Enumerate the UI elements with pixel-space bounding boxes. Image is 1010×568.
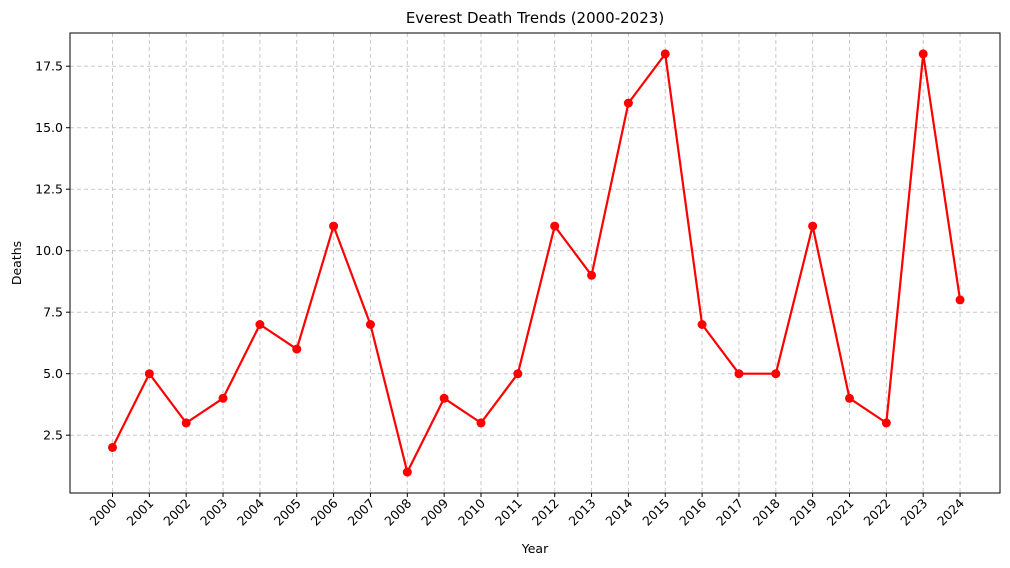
- x-tick-label: 2018: [750, 495, 783, 528]
- y-axis: 2.5 5.0 7.5 10.0 12.5 15.0 17.5: [35, 59, 70, 443]
- x-axis-title: Year: [521, 541, 549, 556]
- data-point: [587, 270, 597, 280]
- y-tick-label: 5.0: [43, 366, 63, 381]
- x-tick-label: 2001: [123, 496, 156, 529]
- x-tick-label: 2012: [529, 496, 562, 529]
- data-point: [697, 319, 707, 329]
- data-point: [292, 344, 302, 354]
- data-point: [255, 319, 265, 329]
- data-point: [476, 418, 486, 428]
- x-tick-label: 2023: [897, 496, 930, 529]
- y-tick-label: 7.5: [43, 305, 63, 320]
- y-tick-label: 17.5: [35, 59, 63, 74]
- grid-layer: [70, 33, 1000, 493]
- data-point: [365, 319, 375, 329]
- x-tick-label: 2021: [824, 496, 857, 529]
- data-point: [734, 369, 744, 379]
- data-point: [108, 442, 117, 452]
- data-point: [402, 467, 412, 477]
- data-point: [623, 98, 633, 108]
- plot-frame: [69, 32, 1001, 494]
- x-tick-label: 2022: [860, 496, 893, 529]
- y-axis-title: Deaths: [9, 241, 24, 285]
- chart-title: Everest Death Trends (2000-2023): [406, 9, 664, 27]
- x-tick-label: 2005: [271, 496, 304, 529]
- x-tick-label: 2011: [492, 496, 525, 529]
- y-tick-label: 10.0: [35, 243, 63, 258]
- x-tick-label: 2014: [602, 495, 635, 528]
- data-point: [550, 221, 560, 231]
- data-point: [771, 369, 781, 379]
- data-point: [808, 221, 818, 231]
- x-axis: 2000 2001 2002 2003 2004 2005 2006 2007 2008 2009…: [87, 493, 967, 529]
- y-tick-label: 15.0: [35, 120, 63, 135]
- data-point: [329, 221, 339, 231]
- x-tick-label: 2024: [934, 495, 967, 528]
- data-point: [881, 418, 891, 428]
- data-point: [955, 295, 965, 305]
- series-line: [111, 52, 962, 474]
- x-tick-label: 2007: [344, 496, 377, 529]
- data-point: [181, 418, 191, 428]
- x-tick-label: 2015: [639, 496, 672, 529]
- data-point: [660, 49, 670, 59]
- data-point: [144, 369, 154, 379]
- data-point: [513, 369, 523, 379]
- x-tick-label: 2006: [308, 495, 341, 528]
- data-point: [918, 49, 928, 59]
- x-tick-label: 2017: [713, 496, 746, 529]
- y-tick-label: 2.5: [43, 428, 63, 443]
- data-point: [218, 393, 228, 403]
- x-tick-label: 2010: [455, 495, 488, 528]
- x-tick-label: 2004: [234, 495, 267, 528]
- x-tick-label: 2008: [381, 495, 414, 528]
- x-tick-label: 2016: [676, 495, 709, 528]
- x-tick-label: 2003: [197, 496, 230, 529]
- x-tick-label: 2013: [566, 496, 599, 529]
- x-tick-label: 2002: [160, 496, 193, 529]
- data-point: [845, 393, 854, 403]
- data-point: [439, 393, 449, 403]
- x-tick-label: 2000: [87, 495, 120, 528]
- x-tick-label: 2019: [787, 495, 820, 528]
- series-layer: [108, 49, 965, 477]
- y-tick-label: 12.5: [35, 182, 63, 197]
- x-tick-label: 2009: [418, 495, 451, 528]
